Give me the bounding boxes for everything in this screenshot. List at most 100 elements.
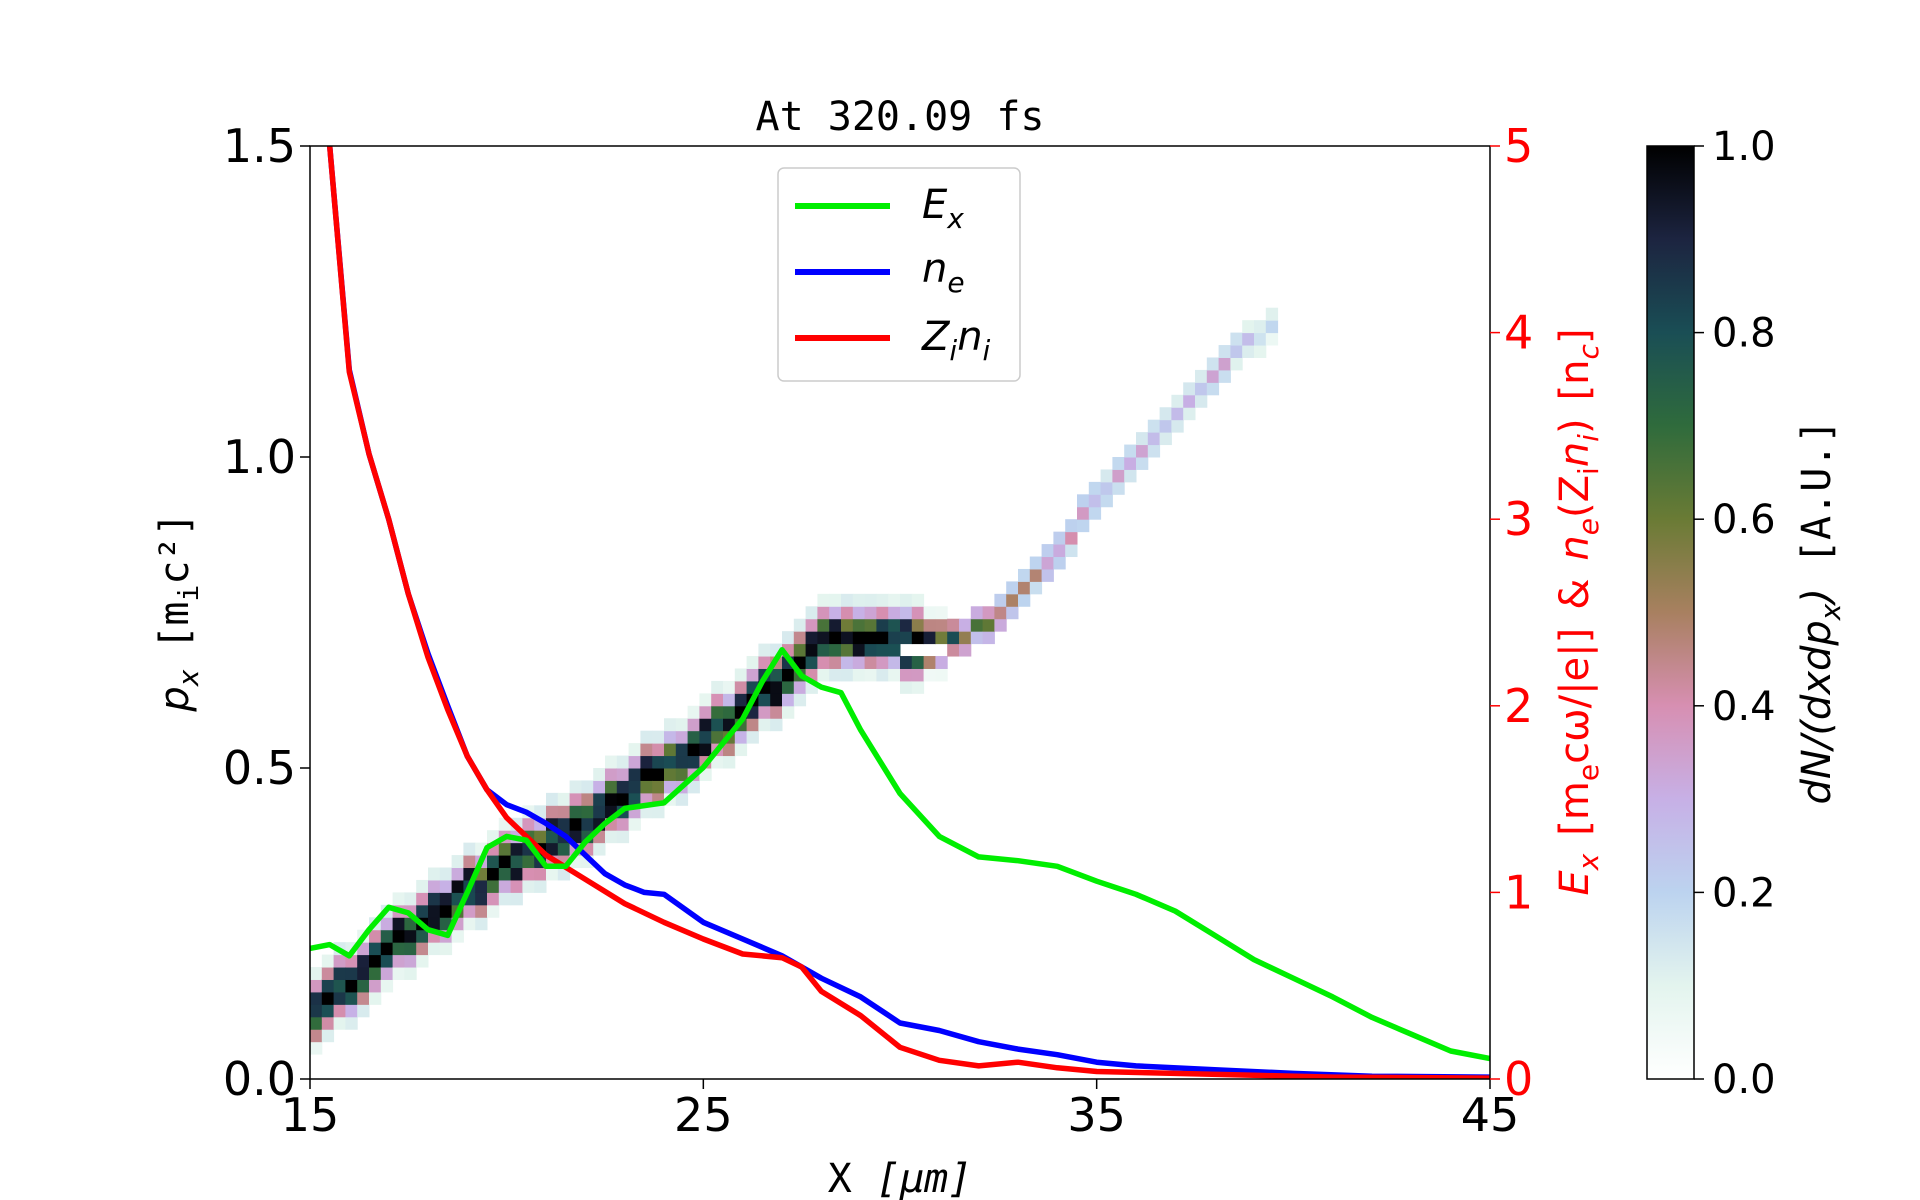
heatmap-cell (1100, 494, 1113, 508)
heatmap-cell (1029, 556, 1043, 570)
heatmap-cell (1088, 506, 1102, 520)
heatmap-cell (1230, 332, 1243, 346)
colorbar-tick-label: 0.6 (1712, 497, 1776, 543)
heatmap-cell (475, 892, 488, 906)
heatmap-cell (864, 606, 877, 620)
heatmap-cell (782, 668, 795, 682)
x-tick-label: 25 (674, 1088, 733, 1142)
heatmap-cell (1053, 544, 1066, 558)
heatmap-cell (463, 842, 476, 856)
heatmap-cell (1018, 581, 1031, 595)
heatmap-cell (770, 705, 783, 719)
heatmap-cell (1136, 444, 1149, 458)
heatmap-cell (1100, 469, 1113, 483)
heatmap-cell (699, 718, 712, 732)
heatmap-cell (569, 780, 582, 794)
heatmap-cell (369, 979, 382, 993)
heatmap-cell (734, 743, 748, 757)
heatmap-cell (805, 618, 818, 632)
heatmap-cell (1265, 307, 1279, 321)
heatmap-cell (841, 593, 854, 607)
heatmap-cell (546, 792, 559, 806)
heatmap-cell (1206, 382, 1220, 396)
heatmap-cell (829, 656, 842, 669)
heatmap-cell (1124, 469, 1137, 483)
heatmap-cell (982, 606, 995, 620)
heatmap-cell (534, 879, 547, 893)
heatmap-cell (888, 668, 901, 682)
heatmap-cell (1218, 357, 1231, 371)
heatmap-cell (711, 680, 724, 694)
heatmap-cell (546, 867, 559, 881)
heatmap-cell (487, 879, 500, 893)
heatmap-cell (428, 904, 441, 918)
heatmap-cell (628, 817, 641, 831)
heatmap-cell (333, 1004, 346, 1018)
heatmap-cell (876, 631, 889, 645)
heatmap-cell (1006, 581, 1019, 595)
heatmap-cell (522, 817, 535, 831)
heatmap-cell (310, 991, 323, 1005)
heatmap-cell (852, 593, 866, 607)
heatmap-cell (1112, 457, 1125, 470)
heatmap-cell (687, 743, 700, 757)
heatmap-cell (498, 867, 512, 881)
heatmap-cell (581, 792, 594, 806)
heatmap-cell (1029, 581, 1043, 595)
heatmap-cell (640, 743, 653, 757)
heatmap-cell (829, 593, 842, 607)
heatmap-cell (1077, 494, 1090, 508)
heatmap-cell (404, 942, 417, 956)
heatmap-cell (1206, 357, 1220, 371)
heatmap-cell (1100, 481, 1113, 495)
heatmap-cell (793, 680, 807, 694)
heatmap-cell (746, 718, 759, 732)
heatmap-cell (900, 668, 913, 682)
heatmap-cell (699, 693, 712, 707)
heatmap-cell (1254, 320, 1267, 334)
heatmap-cell (333, 954, 346, 968)
heatmap-cell (380, 942, 394, 956)
heatmap-cell (522, 879, 535, 893)
heatmap-cell (746, 730, 759, 744)
heatmap-cell (369, 929, 382, 943)
heatmap-cell (817, 656, 830, 669)
heatmap-cell (605, 768, 618, 781)
heatmap-cell (557, 817, 571, 831)
heatmap-cell (923, 606, 936, 620)
heatmap-cell (605, 780, 618, 794)
heatmap-cell (864, 643, 877, 657)
heatmap-cell (1136, 432, 1149, 446)
heatmap-cell (640, 768, 653, 781)
heatmap-cell (475, 904, 488, 918)
heatmap-cell (970, 618, 984, 632)
heatmap-cell (911, 606, 925, 620)
heatmap-cell (1254, 345, 1267, 358)
heatmap-cell (321, 967, 335, 980)
heatmap-cell (1265, 332, 1279, 346)
heatmap-cell (852, 631, 866, 645)
heatmap-cell (463, 917, 476, 931)
heatmap-cell (805, 656, 818, 669)
heatmap-cell (675, 743, 689, 757)
heatmap-cell (428, 892, 441, 906)
heatmap-cell (380, 929, 394, 943)
colorbar-ticks: 0.0 0.2 0.4 0.6 0.8 1.0 (1694, 124, 1776, 1103)
heatmap-cell (675, 755, 689, 769)
heatmap-cell (1041, 568, 1054, 582)
series-line-ex (310, 647, 1490, 1062)
heatmap-cell (675, 718, 689, 732)
x-tick-label: 15 (281, 1088, 340, 1142)
heatmap-cell (1195, 369, 1208, 383)
heatmap-cell (1159, 407, 1172, 421)
heatmap-cell (793, 631, 807, 645)
heatmap-cell (380, 917, 394, 931)
legend-box (777, 167, 1021, 382)
heatmap-cell (1147, 444, 1161, 458)
heatmap-cell (1018, 593, 1031, 607)
heatmap-cell (321, 954, 335, 968)
heatmap-cell (616, 830, 630, 844)
